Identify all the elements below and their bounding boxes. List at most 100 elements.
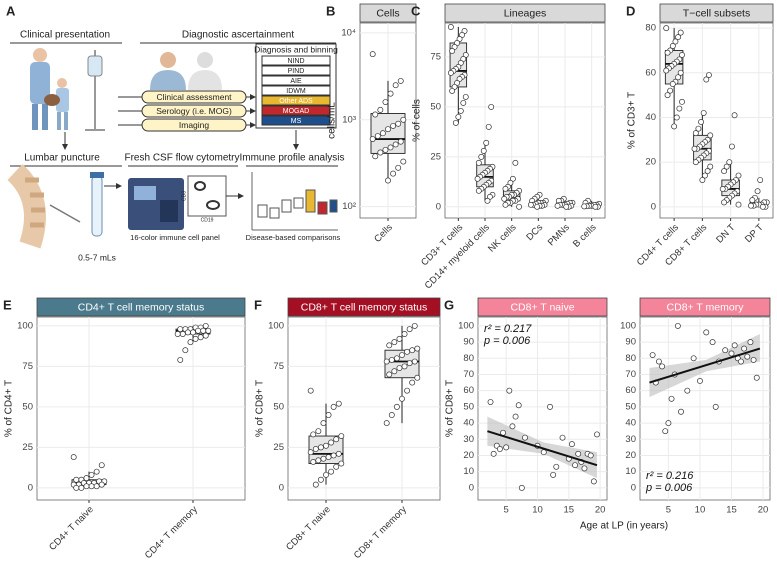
data-point — [70, 454, 77, 461]
assessment-label: Imaging — [179, 120, 210, 130]
data-point — [735, 172, 742, 179]
panel-letter: F — [254, 297, 262, 312]
data-point — [388, 356, 395, 363]
y-tick-label: 10³ — [342, 114, 356, 125]
strip-title: CD8+ T memory — [667, 301, 745, 313]
y-tick-label: 50 — [430, 101, 441, 112]
data-point — [677, 69, 684, 76]
data-point — [581, 465, 588, 472]
data-point — [391, 368, 398, 375]
data-point — [184, 329, 191, 336]
y-tick-label: 100 — [458, 320, 474, 331]
data-point — [200, 327, 207, 334]
strip-title: CD8+ T cell memory status — [301, 301, 428, 313]
panel-letter: A — [6, 3, 16, 18]
data-point — [699, 177, 706, 183]
data-point — [98, 462, 105, 469]
data-point — [401, 331, 408, 337]
data-point — [379, 130, 386, 137]
data-point — [700, 110, 707, 116]
data-point — [679, 51, 685, 58]
x-tick-label: CD8+ T naive — [284, 504, 333, 553]
data-point — [487, 399, 494, 405]
data-point — [388, 412, 395, 418]
data-point — [396, 365, 403, 371]
data-point — [73, 476, 80, 483]
strip-header — [639, 297, 771, 317]
strip-header — [287, 297, 441, 317]
data-point — [759, 203, 766, 210]
panel-letter: C — [411, 3, 421, 18]
data-point — [484, 197, 491, 204]
annotation: p = 0.006 — [645, 482, 693, 494]
data-point — [518, 484, 525, 491]
y-tick-label: 75 — [273, 361, 284, 372]
data-point — [406, 326, 413, 333]
strip-title: Cells — [376, 7, 399, 19]
data-point — [757, 177, 764, 183]
y-tick-label: 0 — [436, 201, 441, 212]
data-point — [409, 379, 416, 386]
bin-label: PIND — [288, 68, 305, 75]
data-point — [721, 168, 728, 175]
data-point — [731, 112, 738, 119]
plot-area — [36, 316, 246, 501]
data-point — [377, 106, 384, 113]
data-point — [748, 202, 754, 209]
x-tick-label: 20 — [595, 505, 606, 516]
data-point — [522, 434, 528, 441]
data-point — [177, 326, 184, 333]
data-point — [335, 400, 342, 407]
y-tick-label: 100 — [620, 320, 636, 331]
note: 16-color immune cell panel — [130, 233, 220, 242]
y-tick-label: 10⁴ — [341, 27, 356, 38]
data-point — [390, 122, 397, 129]
y-tick-label: 0 — [631, 482, 636, 493]
x-tick-label: CD8+ T memory — [352, 504, 409, 561]
data-point — [679, 98, 685, 105]
bin — [261, 115, 331, 126]
data-point — [98, 481, 105, 488]
data-point — [317, 444, 324, 451]
annotation: r² = 0.217 — [484, 323, 532, 335]
y-tick-label: 25 — [273, 442, 284, 453]
data-point — [449, 48, 456, 54]
data-point — [397, 138, 404, 145]
data-point — [669, 43, 676, 49]
data-point — [174, 331, 181, 337]
data-point — [735, 201, 742, 208]
y-tick-label: 0 — [651, 201, 656, 212]
data-point — [667, 87, 674, 94]
step-heading: Clinical presentation — [20, 30, 110, 41]
y-tick-label: 50 — [463, 401, 474, 412]
data-point — [78, 484, 85, 491]
axis-label: CD3 — [181, 191, 187, 201]
data-point — [369, 136, 376, 142]
data-point — [671, 123, 678, 130]
y-tick-label: 90 — [625, 337, 636, 348]
data-point — [460, 99, 467, 106]
data-point — [400, 116, 407, 123]
y-tick-label: 50 — [22, 401, 33, 412]
data-point — [317, 476, 324, 483]
data-point — [382, 99, 389, 105]
data-point — [728, 143, 735, 150]
strip-header — [477, 297, 608, 317]
data-point — [587, 452, 594, 459]
y-tick-label: 20 — [645, 157, 656, 168]
bin-label: AIE — [290, 78, 302, 85]
y-tick-label: 10 — [625, 466, 636, 477]
data-point — [702, 172, 708, 179]
x-tick-label: 5 — [666, 505, 671, 516]
data-point — [744, 353, 751, 360]
data-point — [333, 463, 340, 470]
data-point — [503, 444, 510, 451]
data-point — [575, 450, 582, 457]
data-point — [728, 350, 735, 357]
data-point — [83, 483, 90, 490]
data-point — [452, 119, 459, 126]
data-point — [568, 441, 575, 448]
data-point — [307, 387, 314, 394]
data-point — [411, 322, 418, 329]
